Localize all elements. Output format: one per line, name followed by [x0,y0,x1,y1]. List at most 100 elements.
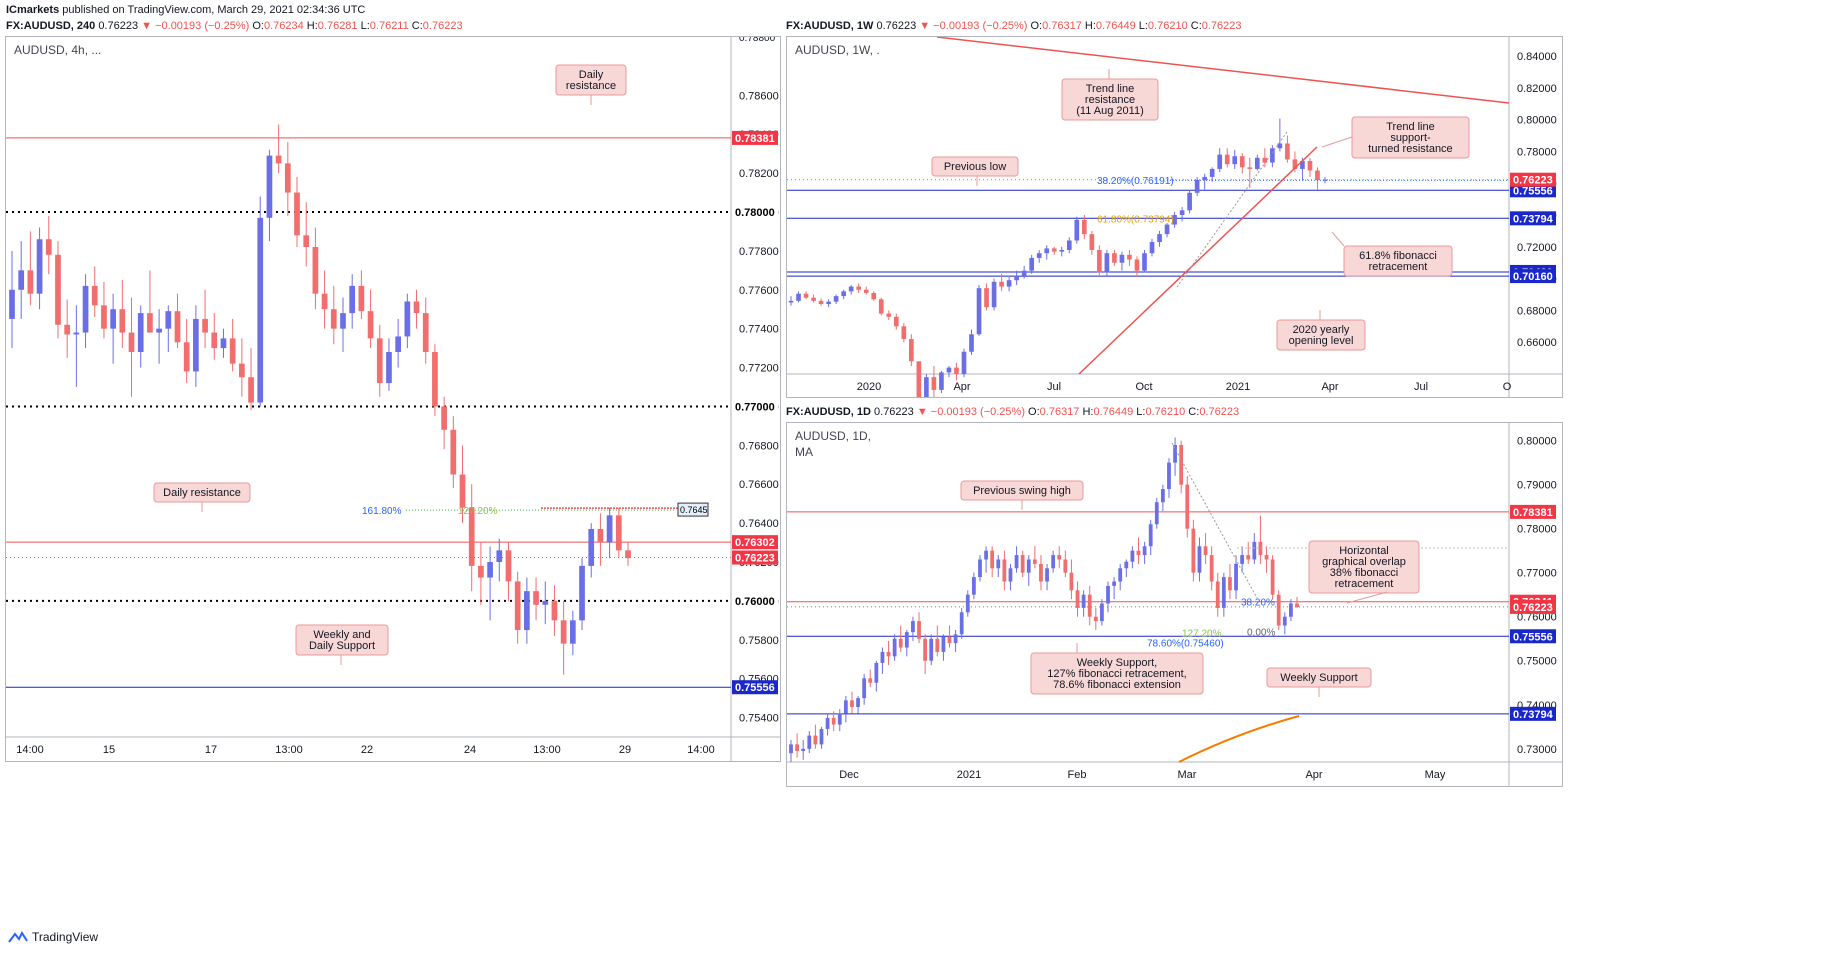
candle-body [1006,280,1012,287]
candle-body [1276,594,1281,626]
x-tick-label: Apr [1305,769,1322,781]
x-tick-label: Apr [1321,381,1338,393]
annotation-text: graphical overlap [1322,556,1406,568]
candle-body [1136,550,1141,556]
x-tick-label: 13:00 [275,744,303,756]
down-arrow-icon: ▼ [916,406,928,418]
candle-body [1039,563,1043,582]
candle-body [1221,577,1226,608]
candle-body [1157,234,1162,243]
price-tag-label: 0.76000 [735,596,775,608]
price-tag [732,130,778,145]
y-tick-label: 0.78800 [739,37,776,44]
candle-body [789,744,793,754]
candle-body [542,600,549,605]
candle-body [904,632,909,648]
candle-body [64,324,71,335]
price-tag [1510,269,1556,284]
publisher-name[interactable]: ICmarkets [6,4,60,16]
w1-low: 0.76210 [1147,20,1188,32]
candle-body [1300,160,1305,169]
candle-body [1124,561,1129,569]
candle-body [147,313,153,333]
candle-body [1252,541,1257,560]
candle-body [1173,445,1177,463]
candle-body [220,338,227,349]
y-tick-label: 0.79000 [1517,480,1557,492]
w1-chart-panel[interactable]: 0.840000.820000.800000.780000.760000.740… [786,36,1563,398]
candle-body [1087,594,1092,617]
candle-body [321,293,328,310]
candle-body [386,352,392,384]
h4-low: 0.76211 [369,20,409,32]
candle-body [1100,603,1104,622]
candle-body [953,634,958,644]
candle-body [1020,555,1025,573]
fib-label: 127.20% [458,506,498,517]
y-tick-label: 0.82000 [1517,83,1557,95]
candle-body [193,318,199,372]
x-tick-label: 2020 [857,381,881,393]
annotation-text: Horizontal [1339,545,1389,557]
price-tag-label: 0.70160 [1513,271,1553,283]
h4-chart[interactable]: 0.786000.784000.782000.780000.778000.776… [6,37,780,761]
candle-body [257,217,264,403]
tradingview-brand[interactable]: TradingView [8,930,98,944]
annotation-callout[interactable]: Previous low [931,156,1019,186]
candle-body [929,638,934,661]
h4-open: 0.76234 [263,20,304,32]
d1-high: 0.76449 [1093,406,1134,418]
candle-body [1066,240,1072,251]
annotation-pointer [1346,591,1388,604]
candle-body [1154,502,1159,525]
y-tick-label: 0.80000 [1517,436,1557,448]
annotation-callout[interactable]: Weekly Support,127% fibonacci retracemen… [1030,643,1204,695]
y-tick-label: 0.78600 [739,90,779,102]
price-tag-label: 0.73794 [1513,709,1554,721]
candle-body [496,550,503,562]
published-text: published on TradingView.com, March 29, … [62,4,366,16]
d1-change: −0.00193 (−0.25%) [930,406,1025,418]
candle-body [999,281,1004,287]
annotation-text: Previous swing high [973,485,1071,497]
h4-close: 0.76223 [422,20,463,32]
w1-chart-label: AUDUSD, 1W, . [795,43,880,57]
candle-body [330,309,337,329]
annotation-callout[interactable]: Previous swing high [960,480,1084,510]
candle-body [996,559,1001,569]
candle-body [514,581,521,631]
candle-body [984,288,989,308]
price-tag [1510,504,1556,519]
candle-body [1081,219,1087,235]
candle-body [801,748,806,751]
candle-body [831,717,836,725]
d1-chart-panel[interactable]: 0.80000 0.79000 0.78000 0.77000 0.76000 0.750… [786,422,1563,787]
candle-body [110,309,116,329]
candle-body [941,636,946,652]
annotation-callout[interactable]: Daily resistance [153,482,251,512]
candle-body [137,313,144,352]
candle-body [505,550,512,582]
y-tick-label: 0.77400 [739,324,779,336]
candle-body [229,338,236,364]
candle-body [1185,484,1190,529]
w1-chart[interactable]: 0.840000.820000.800000.780000.760000.740… [787,37,1562,397]
y-tick-label: 0.76600 [739,479,779,491]
candle-body [1112,253,1117,263]
candle-body [101,305,107,329]
h4-chart-panel[interactable]: 0.786000.784000.782000.780000.778000.776… [5,36,781,762]
last-price-tag [732,550,778,565]
candle-body [863,289,869,293]
d1-chart[interactable]: 0.80000 0.79000 0.78000 0.77000 0.76000 0.750… [787,423,1562,786]
price-tag [732,399,778,414]
annotation-callout[interactable]: Weekly Support [1266,667,1372,697]
x-tick-label: 14:00 [16,744,44,756]
candle-body [404,301,411,337]
